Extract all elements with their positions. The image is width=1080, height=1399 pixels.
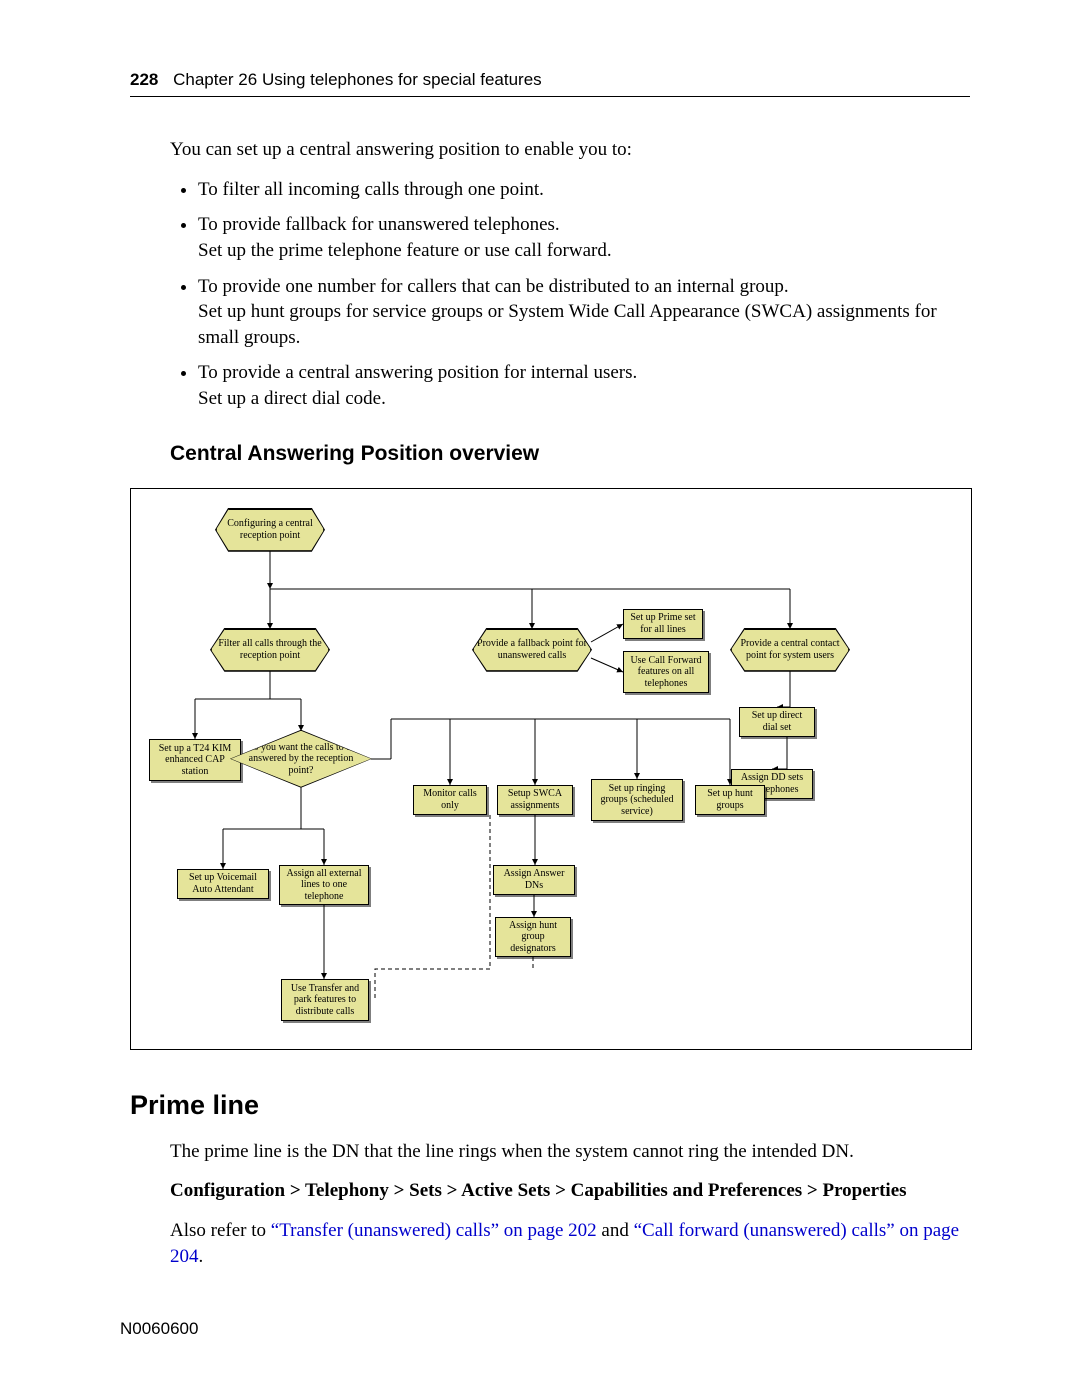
flow-node: Monitor calls only bbox=[413, 785, 487, 815]
flow-node: Set up Voicemail Auto Attendant bbox=[177, 869, 269, 899]
list-item: To filter all incoming calls through one… bbox=[198, 177, 970, 203]
doc-id: N0060600 bbox=[120, 1319, 970, 1339]
flow-node: Filter all calls through the reception p… bbox=[211, 629, 329, 671]
flow-node: Assign Answer DNs bbox=[493, 865, 575, 895]
flow-node: Set up direct dial set bbox=[739, 707, 815, 737]
flow-node: Setup SWCA assignments bbox=[497, 785, 573, 815]
page-header: 228 Chapter 26 Using telephones for spec… bbox=[130, 70, 970, 97]
flow-node: Configuring a central reception point bbox=[216, 509, 324, 551]
flow-node: Assign hunt group designators bbox=[495, 917, 571, 957]
flow-node: Set up Prime set for all lines bbox=[623, 609, 703, 639]
chapter-text: Chapter 26 Using telephones for special … bbox=[173, 70, 542, 89]
list-item: To provide a central answering position … bbox=[198, 360, 970, 411]
flow-node: Use Call Forward features on all telepho… bbox=[623, 651, 709, 693]
flow-node: Use Transfer and park features to distri… bbox=[281, 979, 369, 1021]
list-item: To provide one number for callers that c… bbox=[198, 274, 970, 351]
section-cap-overview-title: Central Answering Position overview bbox=[170, 442, 970, 466]
flow-node: Set up hunt groups bbox=[695, 785, 765, 815]
link-transfer-calls[interactable]: “Transfer (unanswered) calls” on page 20… bbox=[271, 1220, 597, 1241]
bullet-list: To filter all incoming calls through one… bbox=[170, 177, 970, 412]
flow-node: Set up a T24 KIM enhanced CAP station bbox=[149, 739, 241, 781]
refer-prefix: Also refer to bbox=[170, 1220, 271, 1241]
list-item: To provide fallback for unanswered telep… bbox=[198, 212, 970, 263]
page-number: 228 bbox=[130, 70, 158, 89]
refer-paragraph: Also refer to “Transfer (unanswered) cal… bbox=[170, 1218, 970, 1269]
flow-node: Set up ringing groups (scheduled service… bbox=[591, 779, 683, 821]
flow-node: Provide a fallback point for unanswered … bbox=[473, 629, 591, 671]
flow-node: Assign all external lines to one telepho… bbox=[279, 865, 369, 905]
flow-node: Provide a central contact point for syst… bbox=[731, 629, 849, 671]
refer-suffix: . bbox=[199, 1246, 204, 1267]
intro-text: You can set up a central answering posit… bbox=[170, 137, 970, 163]
prime-line-text: The prime line is the DN that the line r… bbox=[170, 1139, 970, 1165]
refer-mid: and bbox=[597, 1220, 634, 1241]
section-prime-line-title: Prime line bbox=[130, 1090, 970, 1121]
config-path: Configuration > Telephony > Sets > Activ… bbox=[170, 1178, 970, 1204]
flowchart-cap-overview: Configuring a central reception point Fil… bbox=[130, 488, 972, 1050]
